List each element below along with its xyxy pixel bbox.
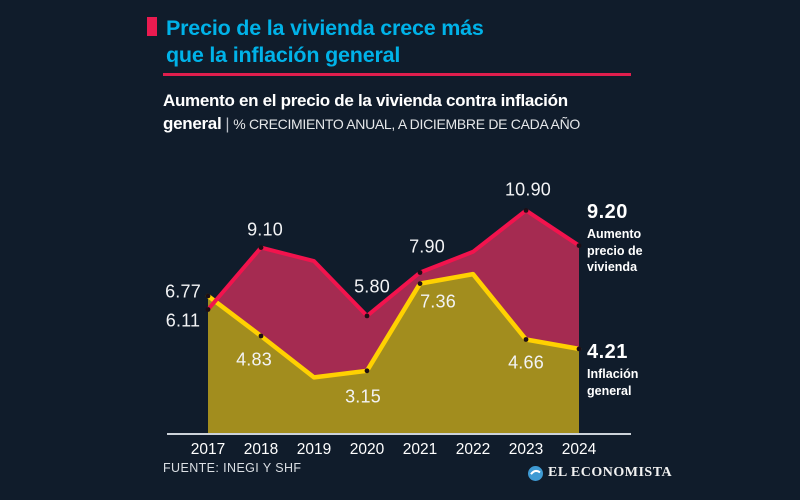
housing-point-marker — [258, 245, 264, 251]
source-note: FUENTE: INEGI Y SHF — [163, 461, 302, 475]
annotation-housing-line-2: precio de — [587, 243, 643, 258]
inflation-point-marker — [417, 281, 423, 286]
data-label: 7.36 — [420, 291, 456, 312]
data-label: 10.90 — [504, 179, 552, 200]
data-label: 7.90 — [409, 236, 445, 257]
data-label: 3.15 — [345, 386, 381, 407]
annotation-inflation-value: 4.21 — [587, 341, 628, 363]
page-title: Precio de la vivienda crece más que la i… — [166, 15, 484, 69]
data-label: 4.83 — [236, 349, 272, 370]
subtitle-units-caps: % CRECIMIENTO ANUAL, A DICIEMBRE DE CADA… — [233, 116, 580, 132]
x-axis-label: 2020 — [349, 441, 385, 458]
inflation-area — [208, 274, 579, 434]
data-label: 5.80 — [354, 276, 390, 297]
data-label: 6.77 — [165, 281, 201, 302]
x-axis-label: 2019 — [296, 441, 332, 458]
data-label: 9.10 — [247, 219, 283, 240]
annotation-inflation: 4.21 Inflación general — [587, 341, 638, 399]
housing-point-marker — [417, 270, 423, 275]
annotation-inflation-line-1: Inflación — [587, 367, 639, 381]
inflation-point-marker — [205, 293, 211, 299]
x-axis-label: 2021 — [402, 441, 438, 458]
x-axis-label: 2023 — [508, 441, 544, 458]
title-accent-bar — [147, 17, 157, 36]
housing-point-marker — [576, 243, 582, 249]
inflation-point-marker — [258, 333, 264, 339]
data-label: 6.11 — [165, 310, 201, 331]
inflation-point-marker — [576, 346, 582, 352]
x-axis-label: 2022 — [455, 441, 491, 458]
housing-point-marker — [205, 307, 211, 312]
x-axis-label: 2017 — [190, 441, 226, 458]
title-divider — [163, 73, 631, 76]
annotation-housing-value: 9.20 — [587, 201, 628, 223]
el-economista-icon — [528, 465, 543, 481]
annotation-housing-line-1: Aumento — [587, 227, 642, 241]
x-axis-label: 2024 — [561, 441, 597, 458]
annotation-housing: 9.20 Aumento precio de vivienda — [587, 201, 643, 276]
x-axis-label: 2018 — [243, 441, 279, 458]
inflation-line — [205, 271, 582, 380]
page-title-line-1: Precio de la vivienda crece más — [166, 16, 484, 40]
annotation-inflation-label: Inflación general — [587, 366, 638, 399]
annotation-inflation-line-2: general — [587, 383, 632, 398]
housing-point-marker — [523, 208, 529, 213]
housing-line — [206, 208, 581, 318]
subtitle-bold-line-1: Aumento en el precio de la vivienda cont… — [163, 91, 568, 110]
inflation-point-marker — [523, 337, 529, 342]
annotation-housing-label: Aumento precio de vivienda — [587, 226, 643, 276]
brand-logo-text: EL ECONOMISTA — [548, 465, 673, 480]
annotation-housing-line-3: vivienda — [587, 260, 638, 274]
data-label: 4.66 — [508, 352, 544, 373]
subtitle-bold-line-2: general — [163, 114, 222, 133]
subtitle-separator: | — [225, 116, 230, 133]
brand-logo: EL ECONOMISTA — [528, 465, 672, 481]
subtitle-line-2: general |% CRECIMIENTO ANUAL, A DICIEMBRE… — [163, 114, 663, 134]
housing-point-marker — [364, 313, 370, 319]
inflation-point-marker — [364, 368, 370, 374]
chart-subtitle: Aumento en el precio de la vivienda cont… — [163, 91, 663, 134]
page-title-line-2: que la inflación general — [166, 43, 401, 67]
